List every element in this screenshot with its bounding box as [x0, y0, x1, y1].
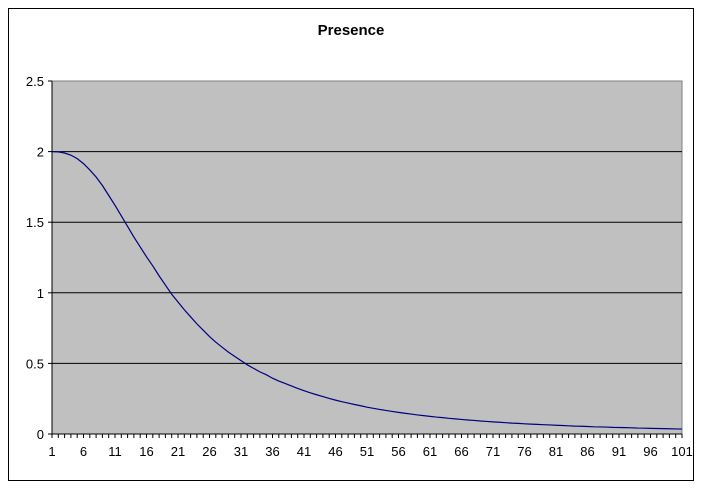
y-tick-label: 2: [37, 145, 44, 160]
x-tick-label: 66: [454, 444, 468, 459]
series-group: [51, 151, 683, 430]
plot-area: [51, 80, 683, 435]
x-tick-label: 31: [234, 444, 248, 459]
x-axis: 1 6 11 16 21 26 31 36 41 46 51 56 61 66 71 76 81 86 91 96 10…: [48, 433, 693, 459]
x-tick-label: 26: [202, 444, 216, 459]
x-tick-label: 21: [171, 444, 185, 459]
x-tick-label: 6: [80, 444, 87, 459]
x-tick-label: 96: [643, 444, 657, 459]
x-tick-label: 76: [517, 444, 531, 459]
y-tick-label: 0: [37, 427, 44, 442]
chart-title: Presence: [318, 22, 385, 39]
x-tick-label: 86: [580, 444, 594, 459]
x-tick-label: 91: [612, 444, 626, 459]
y-tick-label: 0.5: [26, 356, 44, 371]
x-tick-label: 1: [48, 444, 55, 459]
y-axis: 0 0.5 1 1.5 2 2.5: [26, 74, 53, 442]
x-tick-label: 41: [297, 444, 311, 459]
y-tick-label: 2.5: [26, 74, 44, 89]
x-tick-label: 61: [423, 444, 437, 459]
x-tick-label: 16: [139, 444, 153, 459]
x-tick-label: 81: [549, 444, 563, 459]
series-line: [51, 151, 683, 430]
x-tick-label: 56: [391, 444, 405, 459]
x-tick-label: 36: [265, 444, 279, 459]
x-tick-label: 71: [486, 444, 500, 459]
y-tick-label: 1: [37, 286, 44, 301]
x-tick-label: 46: [328, 444, 342, 459]
x-tick-label: 51: [360, 444, 374, 459]
gridlines: [52, 151, 682, 364]
x-tick-label: 101: [671, 444, 693, 459]
x-tick-label: 11: [108, 444, 122, 459]
y-tick-label: 1.5: [26, 215, 44, 230]
